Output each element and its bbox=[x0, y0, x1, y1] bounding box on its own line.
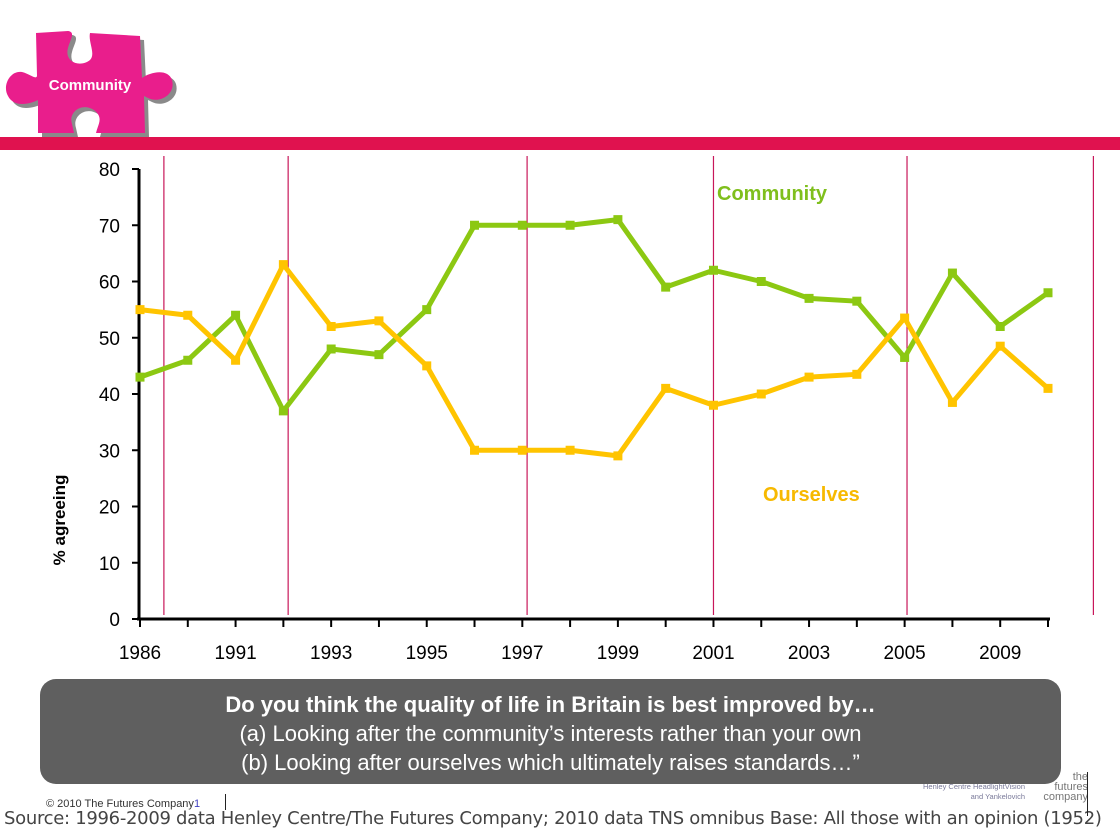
data-point bbox=[326, 322, 336, 331]
series-line-community bbox=[139, 217, 1050, 414]
data-point bbox=[565, 220, 575, 230]
data-point bbox=[374, 350, 384, 360]
y-axis: 0 10 20 30 40 50 60 70 80 bbox=[99, 160, 141, 631]
tfc-logo-line3: company bbox=[1043, 791, 1088, 803]
hc-logo-line1: Henley Centre HeadlightVision bbox=[922, 782, 1025, 791]
data-point bbox=[183, 310, 193, 320]
data-point bbox=[231, 355, 241, 365]
data-point bbox=[278, 260, 288, 270]
x-tick-label: 2001 bbox=[692, 643, 734, 664]
y-tick-label: 50 bbox=[99, 329, 120, 350]
y-tick-label: 30 bbox=[99, 441, 120, 462]
x-tick-label: 1986 bbox=[119, 643, 161, 664]
data-point bbox=[470, 445, 480, 455]
data-point bbox=[708, 265, 718, 275]
x-tick-label: 2009 bbox=[979, 643, 1021, 664]
series-layer bbox=[135, 215, 1053, 461]
y-tick-label: 10 bbox=[99, 554, 120, 575]
data-point bbox=[756, 389, 766, 399]
data-point bbox=[708, 400, 718, 410]
text-cursor bbox=[225, 794, 226, 810]
y-tick-label: 80 bbox=[99, 160, 120, 181]
data-point bbox=[422, 305, 432, 315]
data-point bbox=[852, 369, 862, 379]
x-tick-label: 2005 bbox=[883, 643, 925, 664]
henley-centre-logo: Henley Centre HeadlightVision and Yankel… bbox=[880, 782, 1025, 802]
data-point bbox=[1043, 383, 1053, 393]
data-point bbox=[135, 372, 145, 382]
series-label-ourselves: Ourselves bbox=[763, 484, 860, 506]
x-tick-label: 1999 bbox=[597, 643, 639, 664]
data-point bbox=[947, 397, 957, 407]
data-point bbox=[278, 406, 288, 416]
source-note: Source: 1996-2009 data Henley Centre/The… bbox=[4, 808, 1102, 829]
data-point bbox=[517, 445, 527, 455]
y-tick-label: 20 bbox=[99, 498, 120, 519]
header-divider-bar bbox=[0, 137, 1120, 150]
tfc-logo-line2: futures bbox=[1054, 781, 1088, 793]
tfc-logo-line1: the bbox=[1072, 771, 1088, 783]
data-point bbox=[470, 220, 480, 230]
logo-divider bbox=[1087, 772, 1088, 816]
x-tick-label: 2003 bbox=[788, 643, 830, 664]
data-point bbox=[995, 322, 1005, 331]
y-tick-label: 0 bbox=[109, 610, 120, 631]
data-point bbox=[804, 293, 814, 303]
y-tick-label: 40 bbox=[99, 385, 120, 406]
series-community bbox=[135, 215, 1053, 416]
series-label-community: Community bbox=[717, 183, 828, 205]
y-tick-label: 70 bbox=[99, 216, 120, 237]
community-puzzle-icon bbox=[5, 31, 177, 137]
x-tick-label: 1995 bbox=[406, 643, 448, 664]
data-point bbox=[995, 341, 1005, 351]
data-point bbox=[613, 215, 623, 225]
y-axis-label: % agreeing bbox=[50, 475, 69, 566]
x-tick-label: 1993 bbox=[310, 643, 352, 664]
data-point bbox=[661, 383, 671, 393]
futures-company-logo: the futures company bbox=[1036, 771, 1088, 803]
marker-lines bbox=[163, 156, 1095, 615]
data-point bbox=[422, 361, 432, 371]
data-point bbox=[661, 282, 671, 292]
data-point bbox=[135, 305, 145, 315]
question-option-b: (b) Looking after ourselves which ultima… bbox=[241, 750, 860, 775]
question-option-a: (a) Looking after the community’s intere… bbox=[239, 721, 862, 746]
x-tick-label: 1997 bbox=[501, 643, 543, 664]
question-box: Do you think the quality of life in Brit… bbox=[40, 679, 1061, 784]
copyright-notice: © 2010 The Futures Company1 bbox=[46, 798, 200, 810]
copyright-text: © 2010 The Futures Company bbox=[46, 798, 194, 810]
data-point bbox=[326, 344, 336, 354]
data-point bbox=[947, 268, 957, 278]
data-point bbox=[374, 316, 384, 326]
data-point bbox=[756, 277, 766, 286]
data-point bbox=[565, 445, 575, 455]
data-point bbox=[231, 310, 241, 320]
question-title: Do you think the quality of life in Brit… bbox=[225, 692, 876, 717]
x-axis: 1986 1991 1993 1995 1997 1999 2001 2003 2005 2009 bbox=[119, 617, 1050, 664]
puzzle-shape bbox=[5, 31, 173, 133]
puzzle-label: Community bbox=[48, 77, 132, 94]
data-point bbox=[517, 220, 527, 230]
data-point bbox=[900, 313, 910, 323]
data-point bbox=[1043, 288, 1053, 298]
series-ourselves bbox=[135, 260, 1053, 461]
data-point bbox=[900, 352, 910, 362]
data-point bbox=[183, 355, 193, 365]
data-point bbox=[804, 372, 814, 382]
hc-logo-line2: and Yankelovich bbox=[970, 792, 1025, 801]
y-tick-label: 60 bbox=[99, 273, 120, 294]
x-tick-label: 1991 bbox=[214, 643, 256, 664]
series-line-ourselves bbox=[139, 262, 1050, 459]
data-point bbox=[852, 296, 862, 306]
data-point bbox=[613, 451, 623, 461]
page-number: 1 bbox=[193, 798, 201, 810]
